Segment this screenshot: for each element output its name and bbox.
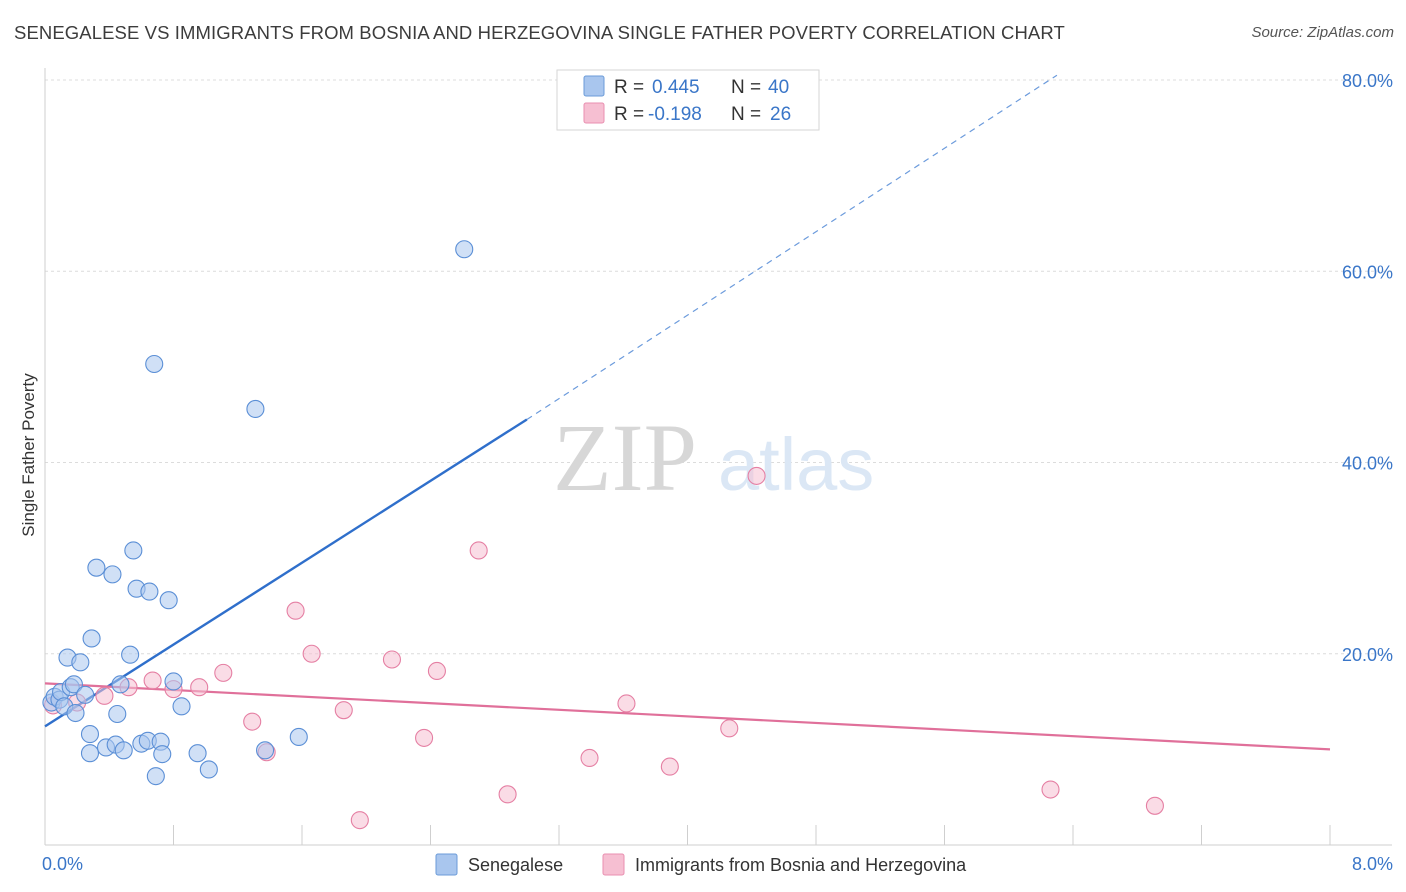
y-tick-label: 40.0% — [1342, 454, 1393, 474]
tick-labels: 20.0% 40.0% 60.0% 80.0% 0.0% 8.0% — [42, 71, 1393, 874]
point-senegalese — [80, 744, 100, 763]
point-senegalese — [164, 672, 183, 691]
stats-n-value-2: 26 — [770, 104, 791, 125]
point-senegalese — [82, 629, 101, 648]
point-bosnia — [334, 701, 353, 720]
point-senegalese — [159, 591, 178, 610]
y-tick-label: 80.0% — [1342, 71, 1393, 91]
x-tick-label: 0.0% — [42, 854, 83, 874]
stats-swatch-senegalese — [583, 75, 605, 97]
x-tick-label: 8.0% — [1352, 854, 1393, 874]
point-bosnia — [617, 694, 636, 713]
point-bosnia — [720, 719, 739, 738]
point-bosnia — [660, 757, 679, 776]
legend-label-bosnia: Immigrants from Bosnia and Herzegovina — [635, 855, 967, 875]
point-senegalese — [455, 240, 474, 259]
point-bosnia — [382, 650, 402, 669]
point-bosnia — [190, 678, 209, 697]
watermark-atlas: atlas — [718, 423, 874, 506]
point-senegalese — [108, 704, 127, 724]
point-senegalese — [140, 582, 159, 601]
point-senegalese — [199, 760, 218, 779]
series-legend: Senegalese Immigrants from Bosnia and He… — [435, 853, 967, 876]
trend-line-senegalese — [44, 418, 528, 728]
point-bosnia — [286, 601, 305, 620]
trend-lines — [44, 74, 1331, 751]
point-senegalese — [76, 685, 95, 704]
point-bosnia — [498, 785, 517, 804]
point-senegalese — [146, 767, 165, 786]
watermark-zip: ZIP — [553, 404, 697, 511]
point-senegalese — [114, 741, 133, 760]
point-senegalese — [188, 744, 207, 763]
point-senegalese — [66, 703, 85, 723]
point-senegalese — [111, 675, 130, 694]
point-bosnia — [415, 728, 434, 747]
point-senegalese — [153, 745, 172, 764]
point-bosnia — [1145, 796, 1164, 815]
point-senegalese — [246, 399, 265, 419]
point-senegalese — [87, 558, 106, 577]
stats-r-label-1: R = — [614, 77, 644, 98]
trend-line-bosnia — [44, 682, 1331, 751]
stats-r-value-2: -0.198 — [648, 104, 702, 125]
point-bosnia — [427, 661, 446, 681]
stats-n-value-1: 40 — [768, 77, 789, 98]
legend-label-senegalese: Senegalese — [468, 855, 563, 875]
point-senegalese — [256, 741, 275, 760]
point-senegalese — [121, 645, 140, 664]
point-bosnia — [1041, 780, 1060, 799]
stats-swatch-bosnia — [583, 102, 605, 124]
point-bosnia — [350, 811, 369, 830]
point-bosnia — [302, 644, 321, 663]
point-senegalese — [71, 653, 90, 672]
stats-n-label-2: N = — [731, 104, 761, 125]
point-bosnia — [95, 686, 114, 705]
point-senegalese — [145, 354, 164, 374]
point-bosnia — [469, 541, 488, 560]
stats-n-label-1: N = — [731, 77, 761, 98]
point-bosnia — [214, 663, 233, 682]
watermark: ZIP atlas — [553, 404, 874, 511]
point-senegalese — [289, 727, 308, 746]
point-senegalese — [172, 697, 191, 716]
gridlines — [45, 79, 1392, 655]
point-senegalese — [80, 725, 100, 744]
stats-r-label-2: R = — [614, 104, 644, 125]
point-bosnia — [143, 671, 162, 690]
source-label: Source: ZipAtlas.com — [1251, 24, 1394, 41]
point-senegalese — [103, 565, 122, 584]
point-bosnia — [747, 466, 766, 485]
data-points — [42, 240, 1164, 830]
y-axis-label: Single Father Poverty — [19, 373, 38, 537]
y-tick-label: 60.0% — [1342, 262, 1393, 282]
stats-legend: R = 0.445 N = 40 R = -0.198 N = 26 — [556, 69, 820, 131]
stats-r-value-1: 0.445 — [652, 77, 700, 98]
point-senegalese — [124, 541, 143, 560]
point-bosnia — [580, 748, 599, 768]
point-bosnia — [243, 712, 262, 731]
axes — [44, 68, 1392, 846]
point-senegalese — [64, 675, 83, 694]
y-tick-label: 20.0% — [1342, 645, 1393, 665]
chart-title: SENEGALESE VS IMMIGRANTS FROM BOSNIA AND… — [14, 22, 1065, 43]
legend-swatch-bosnia — [602, 853, 625, 876]
legend-swatch-senegalese — [435, 853, 458, 876]
